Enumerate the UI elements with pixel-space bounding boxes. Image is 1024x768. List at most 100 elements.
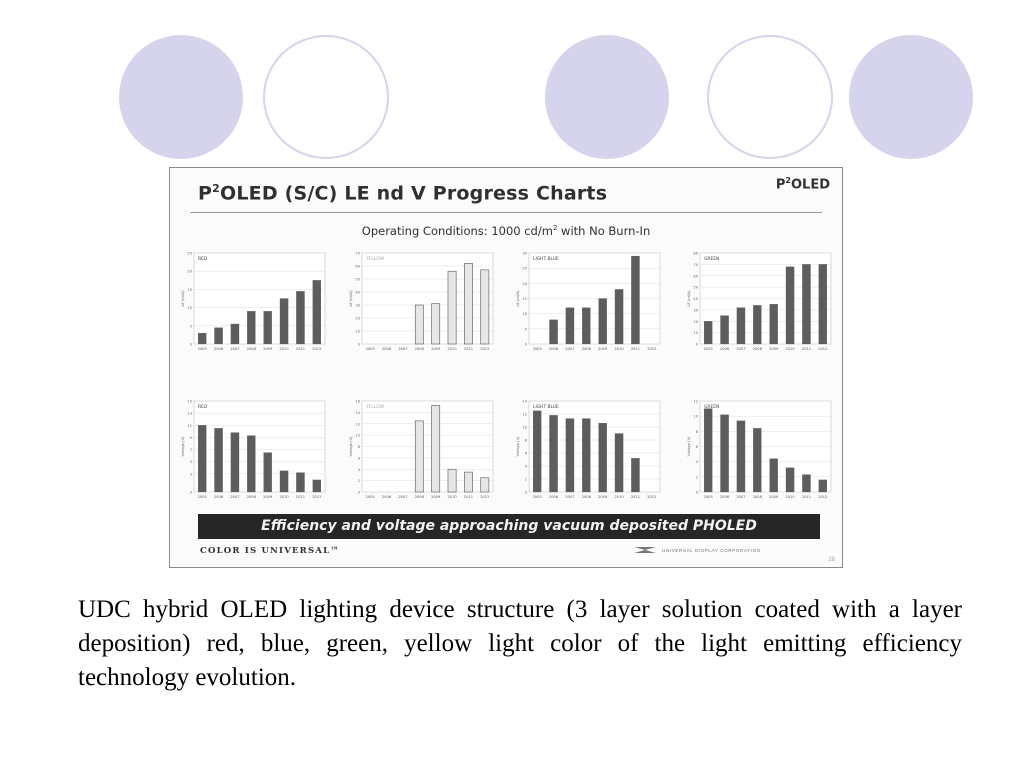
chart-voltage-yellow: 0 2 4 6 8 10 12 14 16 Voltage (V) YELLOW 2005 2006 20… <box>349 400 494 499</box>
x-tick-label: 2011 <box>802 347 811 351</box>
bar-2012 <box>818 479 828 493</box>
x-tick-label: 2005 <box>533 347 542 351</box>
x-tick-label: 2009 <box>263 495 273 499</box>
decorative-circle-5 <box>849 35 973 159</box>
bar-2008 <box>753 305 762 345</box>
x-tick-label: 2009 <box>431 495 441 499</box>
x-tick-label: 2006 <box>720 347 730 351</box>
slide-page-number: 28 <box>828 557 835 563</box>
bar-2007 <box>230 323 240 345</box>
operating-superscript: 2 <box>552 224 558 233</box>
x-tick-label: 2012 <box>480 347 489 351</box>
y-tick-label: 8 <box>525 439 528 443</box>
plot-area <box>193 252 326 345</box>
bar-2009 <box>263 311 272 345</box>
x-tick-label: 2011 <box>631 495 640 499</box>
y-tick-label: 4 <box>358 468 361 472</box>
bar-2011 <box>802 474 811 493</box>
y-tick-label: 0 <box>525 343 528 347</box>
bar-2009 <box>431 405 441 493</box>
x-tick-label: 2005 <box>366 495 375 499</box>
y-tick-label: 15 <box>522 297 527 301</box>
x-tick-label: 2007 <box>230 347 239 351</box>
y-tick-label: 4 <box>696 460 699 464</box>
bar-2010 <box>785 266 795 345</box>
x-tick-label: 2008 <box>415 347 425 351</box>
y-tick-label: 70 <box>355 252 360 256</box>
x-tick-label: 2011 <box>802 495 811 499</box>
bar-2010 <box>614 433 624 493</box>
bar-2007 <box>736 420 746 493</box>
bar-2011 <box>802 264 811 345</box>
y-tick-label: 12 <box>693 400 698 404</box>
y-tick-label: 30 <box>693 308 698 312</box>
bar-2010 <box>785 467 795 493</box>
y-tick-label: 50 <box>693 286 698 290</box>
y-tick-label: 50 <box>355 278 360 282</box>
x-tick-label: 2010 <box>614 347 624 351</box>
chart-efficiency-green: 0 10 20 30 40 50 60 70 80 LE (cd/A) GREEN 2005 2006 2… <box>687 252 832 351</box>
x-tick-label: 2011 <box>464 347 473 351</box>
y-tick-label: 10 <box>355 330 360 334</box>
bar-2012 <box>480 477 490 493</box>
bar-2010 <box>614 289 624 345</box>
x-tick-label: 2012 <box>647 347 656 351</box>
title-rest: OLED (S/C) LE nd V Progress Charts <box>220 182 608 205</box>
y-tick-label: 70 <box>693 263 698 267</box>
caption-text: UDC hybrid OLED lighting device structur… <box>78 596 962 691</box>
bar-2010 <box>279 470 289 493</box>
y-tick-label: 0 <box>525 491 528 495</box>
bar-2008 <box>582 307 591 345</box>
bar-2008 <box>753 428 762 493</box>
decorative-circle-3 <box>545 35 669 159</box>
brand-logo: P2OLED <box>776 176 830 192</box>
y-tick-label: 0 <box>696 343 699 347</box>
x-tick-label: 2009 <box>598 347 608 351</box>
y-axis-label: Voltage (V) <box>181 436 185 456</box>
y-axis-label: LE (cd/A) <box>687 290 691 307</box>
y-tick-label: 0 <box>696 491 699 495</box>
x-tick-label: 2008 <box>753 495 763 499</box>
decorative-circle-1 <box>119 35 243 159</box>
chart-title: RED <box>198 404 208 410</box>
y-tick-label: 30 <box>355 304 360 308</box>
x-tick-label: 2006 <box>382 495 392 499</box>
y-tick-label: 5 <box>525 327 527 331</box>
y-tick-label: 7 <box>190 448 192 452</box>
x-tick-label: 2009 <box>769 347 779 351</box>
y-tick-label: 3 <box>190 472 192 476</box>
bar-2005 <box>197 425 207 493</box>
plot-area <box>193 400 326 493</box>
y-tick-label: 6 <box>525 452 528 456</box>
brand-main: P <box>775 177 786 193</box>
bar-2008 <box>247 311 256 345</box>
title-divider <box>190 212 822 213</box>
y-tick-label: 60 <box>693 274 698 278</box>
chart-title: RED <box>198 256 208 262</box>
x-tick-label: 2007 <box>230 495 239 499</box>
y-tick-label: 0 <box>190 343 193 347</box>
bar-2010 <box>279 298 289 345</box>
y-tick-label: 12 <box>355 422 360 426</box>
bar-2011 <box>464 471 473 493</box>
y-tick-label: 10 <box>522 312 527 316</box>
y-tick-label: 60 <box>355 265 360 269</box>
y-axis-label: Voltage (V) <box>687 436 691 456</box>
y-tick-label: 25 <box>187 252 192 256</box>
conclusion-banner: Efficiency and voltage approaching vacuu… <box>198 514 820 539</box>
bar-2012 <box>818 264 828 345</box>
y-tick-label: 8 <box>358 445 361 449</box>
y-tick-label: 2 <box>358 479 360 483</box>
y-tick-label: 40 <box>693 297 698 301</box>
x-tick-label: 2008 <box>753 347 763 351</box>
chart-voltage-light-blue: 0 2 4 6 8 10 12 14 Voltage (V) LIGHT BLUE 2005 2006… <box>516 400 661 499</box>
x-tick-label: 2005 <box>704 495 713 499</box>
x-tick-label: 2006 <box>720 495 730 499</box>
title-main: P <box>198 182 213 205</box>
y-tick-label: 20 <box>187 270 192 274</box>
y-tick-label: 0 <box>190 491 193 495</box>
x-tick-label: 2010 <box>447 347 457 351</box>
bar-2008 <box>582 418 591 493</box>
company-logo: UNIVERSAL DISPLAY CORPORATION <box>634 546 761 554</box>
